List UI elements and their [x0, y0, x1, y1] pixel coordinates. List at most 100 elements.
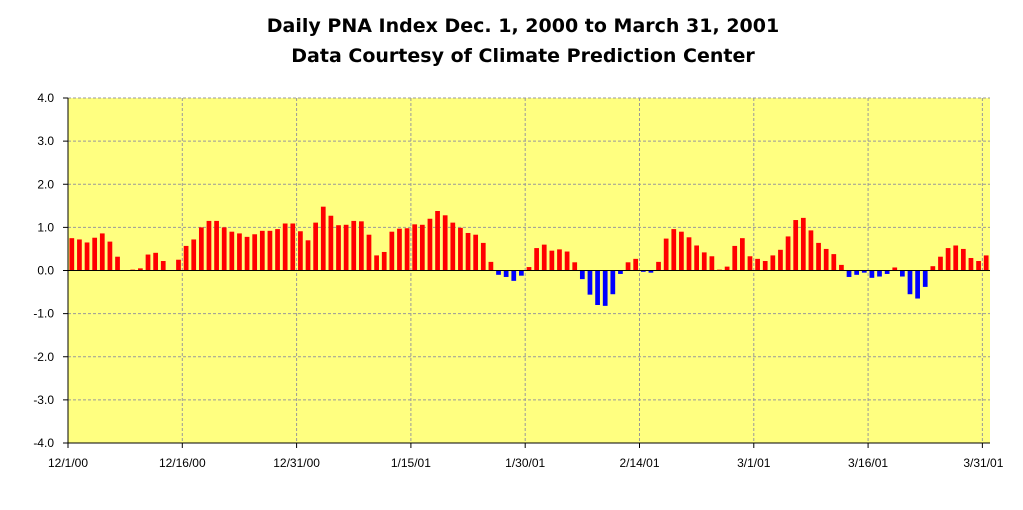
bar — [108, 242, 113, 271]
bar — [671, 229, 676, 270]
bar — [161, 261, 166, 270]
bar — [732, 246, 737, 271]
bar — [176, 260, 181, 271]
bar — [504, 271, 509, 277]
bar — [702, 252, 707, 270]
bar — [397, 229, 402, 271]
bar — [420, 225, 425, 271]
bar — [367, 235, 372, 271]
y-tick-label: -4.0 — [33, 436, 54, 450]
bar — [389, 232, 394, 271]
y-tick-label: -2.0 — [33, 350, 54, 364]
chart-subtitle: Data Courtesy of Climate Prediction Cent… — [291, 45, 755, 67]
bar — [283, 223, 288, 270]
x-tick-label: 3/31/01 — [963, 456, 1003, 470]
bar — [428, 219, 433, 271]
bar — [527, 267, 532, 270]
bar — [885, 271, 890, 274]
x-tick-label: 3/1/01 — [737, 456, 771, 470]
bar — [344, 225, 349, 271]
bar — [542, 245, 547, 271]
bar — [793, 220, 798, 270]
bar — [900, 271, 905, 277]
bar — [115, 257, 120, 271]
bar — [930, 266, 935, 270]
bar — [69, 238, 74, 270]
bar — [359, 221, 364, 270]
bar — [329, 216, 334, 271]
bar — [923, 271, 928, 287]
bar — [984, 255, 989, 270]
bar — [664, 239, 669, 271]
bar — [435, 211, 440, 271]
bar — [313, 223, 318, 271]
bar — [694, 245, 699, 270]
bar — [915, 271, 920, 299]
bar — [854, 271, 859, 275]
bar — [710, 256, 715, 270]
bar — [740, 238, 745, 270]
bar — [298, 231, 303, 270]
bar — [100, 233, 105, 270]
chart-title: Daily PNA Index Dec. 1, 2000 to March 31… — [267, 15, 779, 37]
bar — [572, 262, 577, 270]
bar — [306, 240, 311, 270]
bar — [816, 243, 821, 271]
bar — [214, 221, 219, 271]
bar — [153, 253, 158, 271]
bar — [443, 215, 448, 270]
bar — [222, 227, 227, 270]
bar — [450, 223, 455, 271]
bar — [245, 237, 250, 271]
bar — [687, 237, 692, 270]
bar — [496, 271, 501, 275]
bar — [870, 271, 875, 278]
bar — [725, 267, 730, 271]
bar — [199, 227, 204, 270]
bar — [809, 230, 814, 270]
bar — [603, 271, 608, 306]
bar — [656, 262, 661, 271]
bar — [92, 238, 97, 271]
y-tick-label: 4.0 — [37, 91, 54, 105]
bar — [748, 256, 753, 270]
bar — [908, 271, 913, 295]
bar — [763, 261, 768, 270]
bar — [534, 248, 539, 270]
bar — [976, 261, 981, 270]
bar — [565, 252, 570, 271]
bar — [252, 234, 257, 270]
y-tick-label: 2.0 — [37, 177, 54, 191]
x-tick-label: 1/15/01 — [391, 456, 431, 470]
x-tick-label: 12/31/00 — [273, 456, 320, 470]
bar — [229, 232, 234, 271]
bar — [260, 231, 265, 271]
bar — [489, 262, 494, 271]
bar — [610, 271, 615, 295]
bar — [382, 252, 387, 271]
bar — [946, 248, 951, 270]
bar — [374, 255, 379, 270]
bar — [839, 265, 844, 271]
y-axis-labels: 4.03.02.01.00.0-1.0-2.0-3.0-4.0 — [33, 91, 54, 450]
bar — [412, 224, 417, 270]
x-tick-label: 3/16/01 — [848, 456, 888, 470]
bar — [778, 250, 783, 271]
bar — [824, 249, 829, 271]
bar — [473, 235, 478, 271]
y-tick-label: 1.0 — [37, 220, 54, 234]
bar — [481, 243, 486, 271]
bar — [801, 218, 806, 271]
bar — [351, 221, 356, 271]
bar — [679, 232, 684, 271]
bar — [405, 228, 410, 270]
bar — [557, 249, 562, 270]
x-tick-label: 12/1/00 — [48, 456, 88, 470]
bar — [786, 236, 791, 270]
x-tick-label: 2/14/01 — [619, 456, 659, 470]
bar — [275, 229, 280, 270]
bar — [770, 255, 775, 270]
